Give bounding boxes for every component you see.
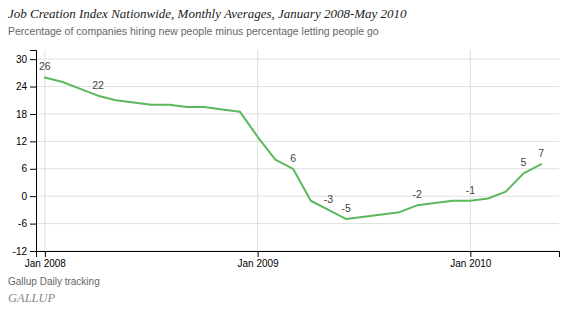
chart: Job Creation Index Nationwide, Monthly A… — [0, 0, 579, 309]
tick-mark — [30, 59, 36, 60]
tick: -6 — [18, 218, 36, 229]
axis-line — [37, 252, 560, 258]
credit: GALLUP — [8, 291, 56, 305]
grid-line-y — [36, 223, 559, 224]
annotation: 6 — [290, 152, 296, 164]
grid-line-x — [470, 50, 471, 251]
tick-label: 18 — [16, 109, 28, 120]
tick-label: Jan 2009 — [238, 258, 280, 269]
grid-line-y — [36, 141, 559, 142]
tick-label: 0 — [21, 191, 27, 202]
tick-label: Jan 2008 — [25, 258, 67, 269]
axis-line — [30, 51, 37, 252]
tick-mark — [258, 251, 259, 257]
grid-line-y — [36, 196, 559, 197]
tick-mark — [30, 224, 36, 225]
grid-line-y — [36, 168, 559, 169]
source: Gallup Daily tracking — [8, 276, 100, 287]
tick: Jan 2009 — [238, 251, 280, 269]
background — [0, 0, 579, 309]
tick-mark — [30, 141, 36, 142]
grid-line-y — [36, 86, 559, 87]
x-axis: Jan 2008 Jan 2009 Jan 2010 — [25, 251, 560, 269]
tick-label: -12 — [13, 246, 28, 257]
grid — [36, 50, 559, 251]
annotation: -3 — [324, 193, 333, 205]
tick-label: Jan 2010 — [450, 258, 492, 269]
subtitle: Percentage of companies hiring new peopl… — [8, 25, 379, 37]
tick-label: 12 — [16, 136, 28, 147]
annotation: 5 — [521, 156, 527, 168]
tick: Jan 2008 — [25, 251, 67, 269]
grid-line-x — [44, 50, 45, 251]
annotation: -5 — [342, 202, 351, 214]
plot-area — [45, 77, 541, 219]
tick-mark — [470, 251, 471, 257]
tick: Jan 2010 — [450, 251, 492, 269]
annotation: 26 — [39, 60, 51, 72]
annotations: 26 22 6 -3 -5 -2 -1 57 — [39, 60, 544, 214]
tick: 6 — [21, 163, 36, 174]
annotation: 22 — [92, 79, 104, 91]
tick: 18 — [16, 109, 36, 120]
tick-label: 6 — [21, 163, 27, 174]
tick: -12 — [13, 246, 36, 257]
y-axis: -12 -6 0 6 12 18 24 30 — [13, 51, 37, 257]
tick-mark — [30, 114, 36, 115]
title: Job Creation Index Nationwide, Monthly A… — [8, 6, 407, 21]
tick-mark — [30, 196, 36, 197]
grid-line-x — [257, 50, 258, 251]
tick: 0 — [21, 191, 36, 202]
tick: 12 — [16, 136, 36, 147]
tick: 30 — [16, 54, 36, 65]
annotation: 7 — [538, 147, 544, 159]
tick-label: -6 — [18, 218, 27, 229]
tick-label: 30 — [16, 54, 28, 65]
tick-mark — [30, 169, 36, 170]
tick: 24 — [16, 81, 36, 92]
line — [45, 77, 541, 219]
annotation: -2 — [412, 188, 421, 200]
tick-mark — [45, 251, 46, 257]
tick-mark — [30, 251, 36, 252]
tick-label: 24 — [16, 81, 28, 92]
grid-line-y — [36, 59, 559, 60]
grid-line-y — [36, 113, 559, 114]
annotation: -1 — [466, 184, 475, 196]
tick-mark — [30, 87, 36, 88]
